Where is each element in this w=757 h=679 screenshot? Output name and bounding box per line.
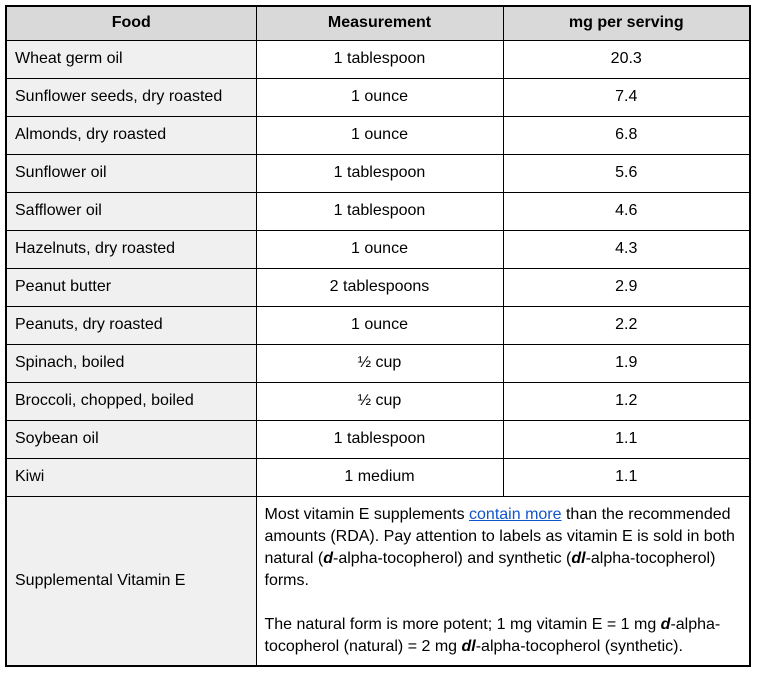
mg-cell: 7.4 (502, 77, 751, 117)
food-cell: Peanut butter (5, 267, 257, 307)
table-row: Broccoli, chopped, boiled ½ cup 1.2 (5, 381, 751, 421)
measurement-cell: 1 ounce (255, 305, 504, 345)
food-cell: Broccoli, chopped, boiled (5, 381, 257, 421)
mg-cell: 6.8 (502, 115, 751, 155)
mg-cell: 5.6 (502, 153, 751, 193)
note-text: The natural form is more potent; 1 mg vi… (264, 615, 661, 633)
mg-cell: 1.1 (502, 457, 751, 497)
col-header-measurement: Measurement (255, 5, 504, 41)
col-header-mg-per-serving: mg per serving (502, 5, 751, 41)
measurement-cell: ½ cup (255, 381, 504, 421)
food-cell: Safflower oil (5, 191, 257, 231)
table-row: Hazelnuts, dry roasted 1 ounce 4.3 (5, 229, 751, 269)
vitamin-e-table: Food Measurement mg per serving Wheat ge… (5, 5, 751, 667)
food-cell: Almonds, dry roasted (5, 115, 257, 155)
mg-cell: 2.9 (502, 267, 751, 307)
measurement-cell: 1 ounce (255, 229, 504, 269)
supplemental-paragraph: The natural form is more potent; 1 mg vi… (265, 614, 740, 658)
table-row: Spinach, boiled ½ cup 1.9 (5, 343, 751, 383)
mg-cell: 1.9 (502, 343, 751, 383)
table-row: Soybean oil 1 tablespoon 1.1 (5, 419, 751, 459)
food-cell: Spinach, boiled (5, 343, 257, 383)
measurement-cell: 2 tablespoons (255, 267, 504, 307)
measurement-cell: 1 tablespoon (255, 153, 504, 193)
measurement-cell: 1 tablespoon (255, 419, 504, 459)
food-cell: Sunflower seeds, dry roasted (5, 77, 257, 117)
food-cell: Kiwi (5, 457, 257, 497)
mg-cell: 4.3 (502, 229, 751, 269)
food-table-body: Wheat germ oil 1 tablespoon 20.3 Sunflower … (5, 39, 751, 497)
measurement-cell: ½ cup (255, 343, 504, 383)
col-header-food: Food (5, 5, 257, 41)
contain-more-link[interactable]: contain more (469, 505, 562, 523)
food-cell: Soybean oil (5, 419, 257, 459)
table-row: Kiwi 1 medium 1.1 (5, 457, 751, 497)
tocopherol-form-abbrev: dl (571, 549, 586, 567)
table-row: Safflower oil 1 tablespoon 4.6 (5, 191, 751, 231)
tocopherol-form-abbrev: d (323, 549, 333, 567)
table-row: Peanut butter 2 tablespoons 2.9 (5, 267, 751, 307)
mg-cell: 20.3 (502, 39, 751, 79)
supplemental-row: Supplemental Vitamin E Most vitamin E su… (5, 495, 751, 666)
header-row: Food Measurement mg per serving (5, 5, 751, 41)
table-row: Sunflower oil 1 tablespoon 5.6 (5, 153, 751, 193)
supplemental-label: Supplemental Vitamin E (5, 495, 257, 666)
measurement-cell: 1 ounce (255, 77, 504, 117)
measurement-cell: 1 medium (255, 457, 504, 497)
measurement-cell: 1 tablespoon (255, 39, 504, 79)
food-cell: Wheat germ oil (5, 39, 257, 79)
table-row: Sunflower seeds, dry roasted 1 ounce 7.4 (5, 77, 751, 117)
note-text: -alpha-tocopherol (synthetic). (475, 637, 683, 655)
note-text: -alpha-tocopherol) forms. (264, 549, 716, 589)
food-cell: Peanuts, dry roasted (5, 305, 257, 345)
mg-cell: 1.2 (502, 381, 751, 421)
food-cell: Hazelnuts, dry roasted (5, 229, 257, 269)
food-cell: Sunflower oil (5, 153, 257, 193)
table-row: Wheat germ oil 1 tablespoon 20.3 (5, 39, 751, 79)
tocopherol-form-abbrev: d (660, 615, 671, 633)
note-text: -alpha-tocopherol (natural) = 2 mg (264, 615, 721, 655)
supplemental-paragraph: Most vitamin E supplements contain more … (265, 504, 740, 592)
table-row: Peanuts, dry roasted 1 ounce 2.2 (5, 305, 751, 345)
supplemental-note: Most vitamin E supplements contain more … (255, 495, 751, 666)
note-text: Most vitamin E supplements (264, 505, 470, 523)
measurement-cell: 1 tablespoon (255, 191, 504, 231)
note-text: -alpha-tocopherol) and synthetic ( (332, 549, 572, 567)
table-row: Almonds, dry roasted 1 ounce 6.8 (5, 115, 751, 155)
mg-cell: 2.2 (502, 305, 751, 345)
mg-cell: 4.6 (502, 191, 751, 231)
note-text: than the recommended amounts (RDA). Pay … (264, 505, 735, 567)
measurement-cell: 1 ounce (255, 115, 504, 155)
tocopherol-form-abbrev: dl (461, 637, 476, 655)
mg-cell: 1.1 (502, 419, 751, 459)
